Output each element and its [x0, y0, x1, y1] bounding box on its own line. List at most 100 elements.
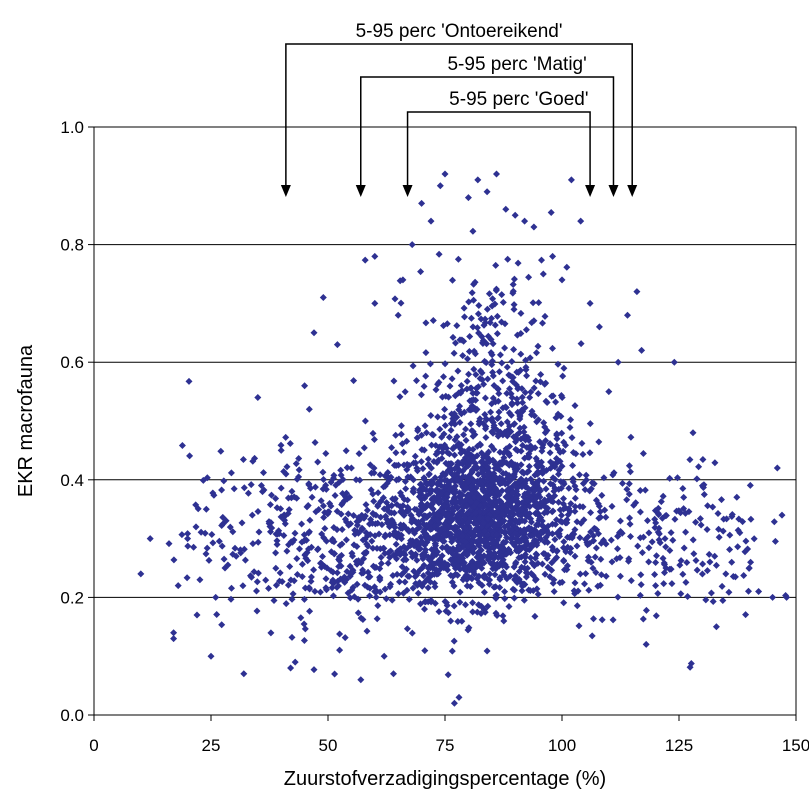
data-point: [462, 473, 470, 481]
data-point: [652, 582, 660, 590]
data-point: [410, 459, 418, 467]
data-point: [364, 568, 372, 576]
data-point: [709, 598, 717, 605]
data-point: [512, 535, 520, 543]
data-point: [523, 444, 531, 451]
data-point: [408, 514, 416, 522]
data-point: [560, 599, 568, 607]
data-point: [265, 518, 273, 526]
data-point: [419, 553, 427, 561]
data-point: [468, 289, 476, 297]
data-point: [549, 474, 557, 482]
data-point: [479, 466, 486, 474]
data-point: [526, 587, 534, 595]
data-point: [525, 491, 533, 499]
data-point: [306, 516, 314, 524]
data-point: [303, 503, 311, 511]
data-point: [512, 574, 519, 582]
data-point: [303, 549, 311, 557]
data-point: [437, 477, 445, 485]
data-point: [370, 469, 378, 477]
data-point: [298, 560, 306, 568]
data-point: [709, 503, 717, 511]
data-point: [497, 420, 505, 428]
data-point: [451, 451, 459, 459]
data-point: [592, 544, 600, 552]
data-point: [457, 382, 465, 389]
data-point: [387, 521, 395, 529]
data-point: [483, 541, 491, 549]
data-point: [702, 596, 710, 604]
data-point: [492, 287, 500, 294]
data-point: [605, 388, 613, 396]
data-point: [539, 319, 546, 327]
data-point: [551, 555, 559, 563]
data-point: [773, 464, 781, 472]
data-point: [422, 349, 430, 357]
data-point: [698, 570, 706, 578]
y-tick-label-5: 1.0: [60, 118, 84, 137]
data-point: [450, 582, 458, 590]
data-point: [467, 497, 475, 505]
data-point: [333, 583, 341, 591]
data-point: [300, 637, 308, 644]
data-point: [607, 536, 615, 544]
data-point: [686, 663, 694, 671]
data-point: [576, 570, 584, 578]
data-point: [569, 478, 577, 486]
data-point: [477, 555, 485, 563]
data-point: [288, 633, 296, 641]
data-point: [429, 479, 437, 487]
data-point: [307, 577, 315, 585]
data-point: [320, 534, 328, 542]
data-point: [359, 569, 367, 577]
data-point: [413, 377, 420, 385]
data-point: [677, 590, 685, 598]
data-point: [568, 434, 576, 442]
data-point: [434, 512, 442, 520]
data-point: [450, 410, 458, 418]
data-point: [272, 564, 280, 572]
data-point: [472, 509, 480, 517]
data-point: [516, 546, 524, 554]
data-point: [510, 594, 518, 602]
data-point: [350, 377, 358, 385]
data-point: [517, 366, 524, 374]
data-point: [343, 489, 350, 497]
data-point: [465, 348, 473, 355]
data-point: [443, 491, 451, 498]
data-point: [381, 550, 389, 557]
data-point: [616, 517, 624, 525]
data-point: [392, 540, 400, 548]
data-point: [625, 555, 633, 563]
data-point: [634, 542, 642, 550]
data-point: [336, 541, 344, 549]
data-point: [558, 276, 566, 284]
data-point: [456, 545, 464, 553]
data-point: [552, 414, 560, 422]
data-point: [529, 299, 537, 307]
data-point: [424, 584, 432, 592]
data-point: [625, 462, 633, 470]
data-point: [463, 575, 471, 583]
data-point: [508, 373, 516, 381]
data-point: [297, 614, 305, 622]
data-point: [183, 574, 191, 582]
percentile-annotations: 5-95 perc 'Ontoereikend' 5-95 perc 'Matig…: [280, 21, 638, 197]
data-point: [528, 319, 536, 327]
data-point: [526, 394, 534, 401]
data-point: [510, 473, 518, 480]
data-point: [376, 576, 384, 584]
y-tick-label-3: 0.6: [60, 353, 84, 372]
data-point: [480, 519, 488, 527]
data-point: [438, 544, 446, 552]
data-point: [460, 337, 468, 345]
data-point: [558, 518, 566, 526]
data-point: [330, 524, 338, 531]
data-point: [289, 590, 297, 598]
data-point: [515, 554, 523, 562]
data-point: [451, 420, 459, 428]
data-point: [228, 584, 235, 592]
data-point: [390, 461, 398, 469]
data-point: [548, 392, 556, 400]
